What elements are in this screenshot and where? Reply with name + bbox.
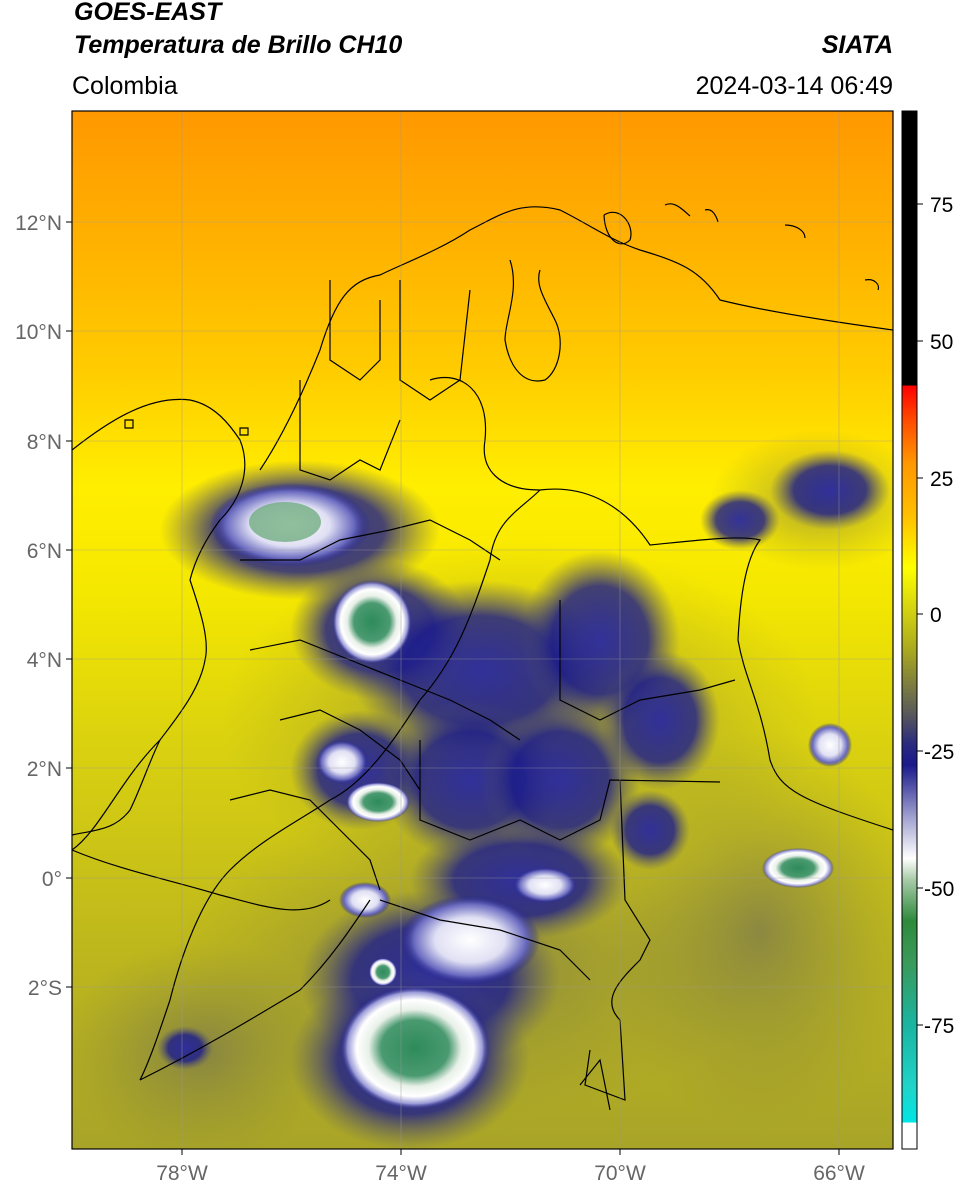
lat-label-10n: 10°N <box>15 321 62 344</box>
product-title: Temperatura de Brillo CH10 <box>74 31 403 59</box>
cb-label-minus25: -25 <box>924 741 954 764</box>
colorbar-labels: 75 50 25 0 -25 -50 -75 <box>924 194 954 1038</box>
cb-label-25: 25 <box>930 468 953 491</box>
cb-label-minus75: -75 <box>924 1015 954 1038</box>
cb-label-0: 0 <box>930 604 942 627</box>
latitude-tick-marks <box>66 221 72 988</box>
lat-label-2n: 2°N <box>27 758 62 781</box>
coastlines-and-borders <box>72 203 893 1111</box>
lat-label-6n: 6°N <box>27 540 62 563</box>
map-frame <box>71 110 894 1150</box>
cold-cloud-cores <box>210 483 852 1110</box>
lon-label-70w: 70°W <box>594 1162 646 1185</box>
cb-label-75: 75 <box>930 194 953 217</box>
colorbar-tick-marks <box>917 203 923 1026</box>
latitude-labels: 12°N 10°N 8°N 6°N 4°N 2°N 0° 2°S <box>15 212 62 1000</box>
lat-lon-gridlines <box>72 111 893 1149</box>
lat-label-12n: 12°N <box>15 212 62 235</box>
cb-label-50: 50 <box>930 331 953 354</box>
colorbar <box>901 110 918 1150</box>
satellite-title: GOES-EAST <box>74 0 222 26</box>
longitude-tick-marks <box>181 1149 840 1155</box>
lon-label-78w: 78°W <box>156 1162 208 1185</box>
region-label: Colombia <box>72 72 178 100</box>
longitude-labels: 78°W 74°W 70°W 66°W <box>156 1162 865 1185</box>
lat-label-0: 0° <box>42 868 62 891</box>
lat-label-2s: 2°S <box>28 977 62 1000</box>
datetime-label: 2024-03-14 06:49 <box>695 72 893 100</box>
lat-label-4n: 4°N <box>27 649 62 672</box>
lon-label-66w: 66°W <box>813 1162 865 1185</box>
lon-label-74w: 74°W <box>375 1162 427 1185</box>
cb-label-minus50: -50 <box>924 878 954 901</box>
map-panel <box>72 111 893 1149</box>
agency-label: SIATA <box>821 31 893 59</box>
lat-label-8n: 8°N <box>27 431 62 454</box>
